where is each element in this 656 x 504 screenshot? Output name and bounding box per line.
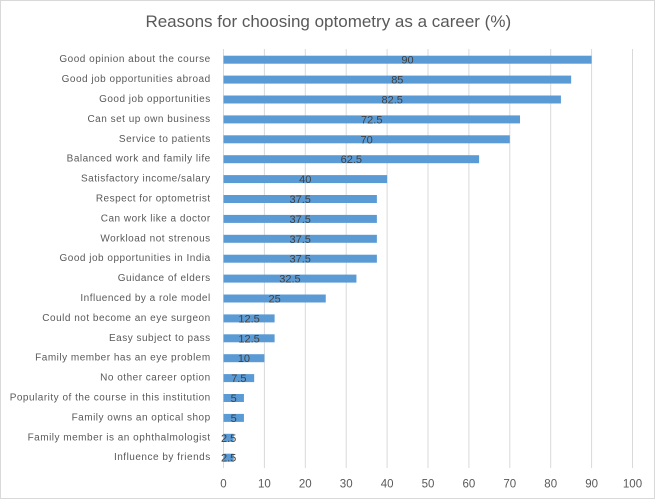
svg-text:37.5: 37.5 [289, 254, 310, 266]
svg-text:Popularity of the course in th: Popularity of the course in this institu… [10, 393, 211, 404]
svg-text:40: 40 [381, 478, 394, 490]
svg-text:Influence by friends: Influence by friends [114, 452, 211, 463]
svg-text:85: 85 [391, 75, 403, 87]
svg-text:Good opinion about the course: Good opinion about the course [59, 54, 210, 65]
svg-text:32.5: 32.5 [279, 274, 300, 286]
svg-text:5: 5 [231, 393, 237, 405]
svg-text:Family member has an eye probl: Family member has an eye problem [35, 353, 211, 364]
svg-text:72.5: 72.5 [361, 114, 382, 126]
svg-text:10: 10 [238, 353, 250, 365]
svg-text:Family owns an optical shop: Family owns an optical shop [72, 412, 211, 423]
svg-text:7.5: 7.5 [231, 373, 246, 385]
svg-text:12.5: 12.5 [238, 313, 259, 325]
svg-text:40: 40 [299, 174, 311, 186]
svg-text:37.5: 37.5 [289, 194, 310, 206]
svg-text:30: 30 [340, 478, 353, 490]
svg-text:No other career option: No other career option [100, 373, 211, 384]
svg-text:10: 10 [258, 478, 271, 490]
svg-text:90: 90 [401, 55, 413, 67]
svg-text:Service to patients: Service to patients [119, 134, 211, 145]
svg-text:Good job opportunities abroad: Good job opportunities abroad [62, 74, 211, 85]
svg-text:Reasons for choosing optometry: Reasons for choosing optometry as a care… [145, 12, 511, 31]
svg-text:37.5: 37.5 [289, 234, 310, 246]
svg-text:Workload not strenous: Workload not strenous [100, 233, 210, 244]
svg-text:82.5: 82.5 [381, 95, 402, 107]
svg-text:90: 90 [585, 478, 598, 490]
svg-text:Good job opportunities: Good job opportunities [99, 94, 211, 105]
svg-text:70: 70 [503, 478, 516, 490]
svg-text:12.5: 12.5 [238, 333, 259, 345]
svg-text:5: 5 [231, 413, 237, 425]
svg-text:Can set up own business: Can set up own business [87, 114, 210, 125]
svg-text:70: 70 [361, 134, 373, 146]
svg-text:25: 25 [268, 294, 280, 306]
svg-text:0: 0 [220, 478, 226, 490]
svg-text:Respect for optometrist: Respect for optometrist [96, 194, 211, 205]
svg-text:100: 100 [623, 478, 642, 490]
svg-text:50: 50 [422, 478, 435, 490]
svg-text:Could not become an eye surgeo: Could not become an eye surgeon [42, 313, 210, 324]
svg-text:Influenced by a role model: Influenced by a role model [80, 293, 210, 304]
svg-text:2.5: 2.5 [221, 433, 236, 445]
svg-text:37.5: 37.5 [289, 214, 310, 226]
svg-text:Can work like a doctor: Can work like a doctor [101, 213, 211, 224]
svg-text:Easy subject to pass: Easy subject to pass [109, 333, 211, 344]
svg-text:80: 80 [544, 478, 557, 490]
svg-text:Good job opportunities in Indi: Good job opportunities in India [60, 253, 211, 264]
svg-text:60: 60 [463, 478, 476, 490]
svg-text:Balanced work and family life: Balanced work and family life [67, 154, 211, 165]
svg-text:Guidance of elders: Guidance of elders [118, 273, 211, 284]
svg-text:20: 20 [299, 478, 312, 490]
svg-text:Family member is an ophthalmol: Family member is an ophthalmologist [28, 432, 211, 443]
svg-text:2.5: 2.5 [221, 453, 236, 465]
svg-text:Satisfactory income/salary: Satisfactory income/salary [81, 174, 211, 185]
svg-text:62.5: 62.5 [341, 154, 362, 166]
